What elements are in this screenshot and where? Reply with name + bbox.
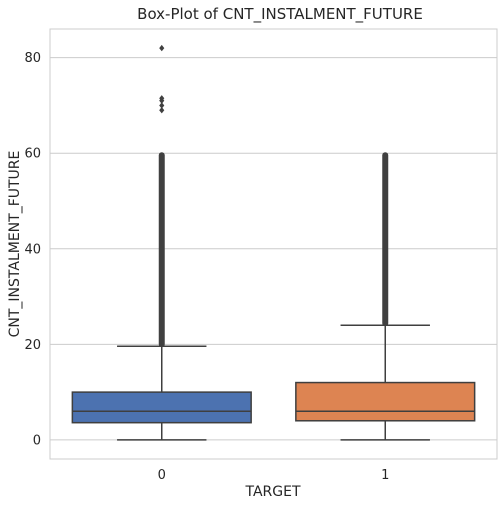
y-tick-labels: 0 20 40 60 80	[24, 51, 41, 448]
y-tick-label-40: 40	[24, 242, 41, 257]
box-series	[71, 44, 476, 441]
outlier-point-0-3	[159, 95, 165, 102]
y-tick-label-0: 0	[33, 433, 41, 448]
box-group-1	[295, 152, 476, 441]
x-tick-label-0: 0	[158, 468, 166, 483]
x-tick-label-1: 1	[381, 468, 389, 483]
box-group-0	[71, 44, 252, 441]
chart-title: Box-Plot of CNT_INSTALMENT_FUTURE	[137, 5, 423, 24]
y-tick-label-60: 60	[24, 147, 41, 162]
box-1	[295, 381, 476, 422]
outlier-point-0-1	[159, 102, 165, 109]
outlier-band-0	[158, 152, 165, 348]
y-tick-label-80: 80	[24, 51, 41, 66]
plot-frame	[49, 28, 498, 460]
y-axis-label: CNT_INSTALMENT_FUTURE	[7, 151, 23, 338]
x-axis-label: TARGET	[244, 484, 300, 500]
y-tick-label-20: 20	[24, 338, 41, 353]
outlier-point-0-4	[159, 44, 165, 52]
box-0	[71, 391, 252, 424]
outlier-band-1	[382, 152, 389, 327]
outlier-point-0-0	[159, 107, 165, 114]
